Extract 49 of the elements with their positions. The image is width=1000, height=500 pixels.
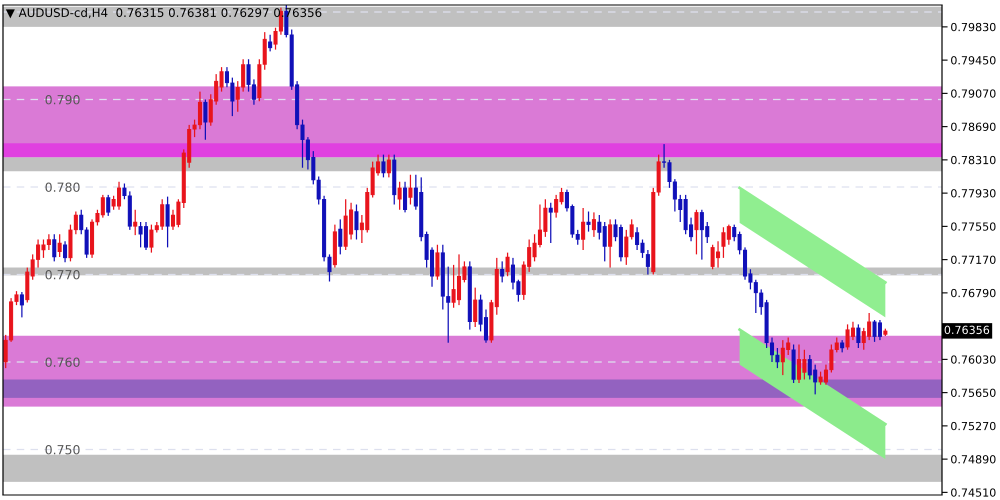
- y2-tick-label: 0.79830: [951, 22, 996, 32]
- y-tick-label: 0.780: [45, 182, 80, 192]
- candlestick: [338, 218, 342, 255]
- candlestick: [840, 340, 844, 353]
- y2-tick-label: 0.75270: [951, 422, 996, 430]
- y2-tick-label: 0.77550: [951, 222, 996, 231]
- text: 0.76356: [944, 326, 990, 334]
- candlestick: [548, 202, 553, 244]
- y2-tick-label: 0.74510: [951, 488, 996, 497]
- candlestick: [398, 181, 402, 210]
- y2-tick-label: 0.78310: [951, 156, 996, 164]
- y2-tick-label: 0.76790: [951, 288, 996, 298]
- y-tick-label: 0.790: [45, 94, 80, 104]
- candlestick: [646, 249, 650, 276]
- y2-tick-label: 0.76030: [951, 355, 996, 364]
- y2-tick-label: 0.77170: [951, 256, 996, 264]
- candlestick: [63, 240, 68, 263]
- y2-tick-label: 0.79450: [951, 56, 996, 65]
- y2-tick-label: 0.74890: [951, 455, 996, 464]
- candlestick: [20, 291, 24, 318]
- candlestick: [58, 234, 62, 258]
- candlestick: [473, 287, 478, 328]
- candlestick: [608, 218, 612, 268]
- candlestick: [203, 98, 208, 140]
- candlestick: [435, 244, 440, 280]
- y-tick-label: 0.760: [45, 357, 80, 367]
- candlestick: [500, 260, 504, 283]
- y-tick-label: 0.750: [45, 444, 80, 454]
- candlestick: [386, 154, 391, 178]
- candlestick: [592, 212, 596, 238]
- candlestick: [52, 234, 56, 262]
- y-tick-label: 0.770: [45, 270, 80, 280]
- y2-tick-label: 0.75650: [951, 388, 996, 398]
- candlestick: [408, 174, 412, 206]
- y2-tick-label: 0.78690: [951, 122, 996, 132]
- candlestick: [586, 210, 591, 232]
- candlestick: [166, 196, 170, 248]
- candlestick: [268, 34, 272, 52]
- candlestick: [581, 207, 586, 251]
- candlestick: [506, 252, 510, 277]
- candlestick: [106, 194, 110, 216]
- candlestick: [354, 204, 359, 240]
- y2-tick-label: 0.79070: [951, 89, 996, 98]
- y2-tick-label: 0.77930: [951, 189, 996, 198]
- candlestick: [133, 209, 138, 236]
- candlestick: [856, 324, 860, 349]
- candlestick: [694, 209, 698, 255]
- candlestick: [403, 181, 408, 213]
- candlestick: [381, 154, 386, 178]
